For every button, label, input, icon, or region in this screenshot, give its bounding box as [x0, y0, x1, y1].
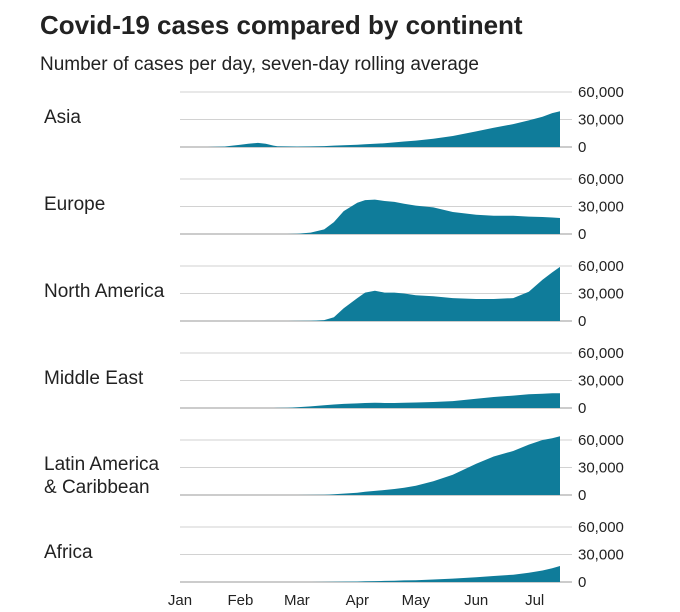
series-label: Asia	[44, 107, 81, 128]
y-tick-label: 0	[578, 226, 586, 243]
y-tick-label: 60,000	[578, 432, 624, 449]
y-tick-label: 0	[578, 400, 586, 417]
y-tick-label: 30,000	[578, 373, 624, 390]
y-tick-label: 0	[578, 313, 586, 330]
y-tick-label: 60,000	[578, 519, 624, 536]
y-tick-label: 30,000	[578, 112, 624, 129]
chart-subtitle: Number of cases per day, seven-day rolli…	[40, 54, 479, 75]
area-middle-east	[180, 393, 560, 408]
y-tick-label: 0	[578, 574, 586, 591]
y-tick-label: 0	[578, 139, 586, 156]
x-tick-label: May	[402, 592, 431, 609]
area-europe	[180, 199, 560, 234]
y-tick-label: 0	[578, 487, 586, 504]
series-label: Africa	[44, 542, 93, 563]
panel-north-america: 60,000 30,000 0 North America	[44, 258, 624, 330]
x-tick-label: Jan	[168, 592, 192, 609]
series-label: Latin America & Caribbean	[44, 454, 160, 498]
series-label: North America	[44, 281, 165, 302]
panel-europe: 60,000 30,000 0 Europe	[44, 171, 624, 243]
chart-title: Covid-19 cases compared by continent	[40, 10, 523, 40]
x-tick-label: Jul	[525, 592, 544, 609]
y-tick-label: 30,000	[578, 286, 624, 303]
y-tick-label: 60,000	[578, 84, 624, 101]
series-label: Europe	[44, 194, 105, 215]
y-tick-label: 30,000	[578, 547, 624, 564]
x-axis: Jan Feb Mar Apr May Jun Jul	[168, 592, 544, 609]
x-tick-label: Jun	[464, 592, 488, 609]
area-north-america	[180, 266, 560, 321]
y-tick-label: 30,000	[578, 460, 624, 477]
x-tick-label: Feb	[227, 592, 253, 609]
y-tick-label: 60,000	[578, 345, 624, 362]
panel-asia: 60,000 30,000 0 Asia	[44, 84, 624, 156]
x-tick-label: Mar	[284, 592, 310, 609]
area-latin-america-caribbean	[180, 436, 560, 495]
area-asia	[180, 111, 560, 147]
x-tick-label: Apr	[346, 592, 369, 609]
y-tick-label: 60,000	[578, 258, 624, 275]
panel-africa: 60,000 30,000 0 Africa	[44, 519, 624, 591]
panel-latin-america-caribbean: 60,000 30,000 0 Latin America & Caribbean	[44, 432, 624, 504]
area-africa	[180, 566, 560, 582]
y-tick-label: 60,000	[578, 171, 624, 188]
series-label: Middle East	[44, 368, 144, 389]
panel-middle-east: 60,000 30,000 0 Middle East	[44, 345, 624, 417]
y-tick-label: 30,000	[578, 199, 624, 216]
